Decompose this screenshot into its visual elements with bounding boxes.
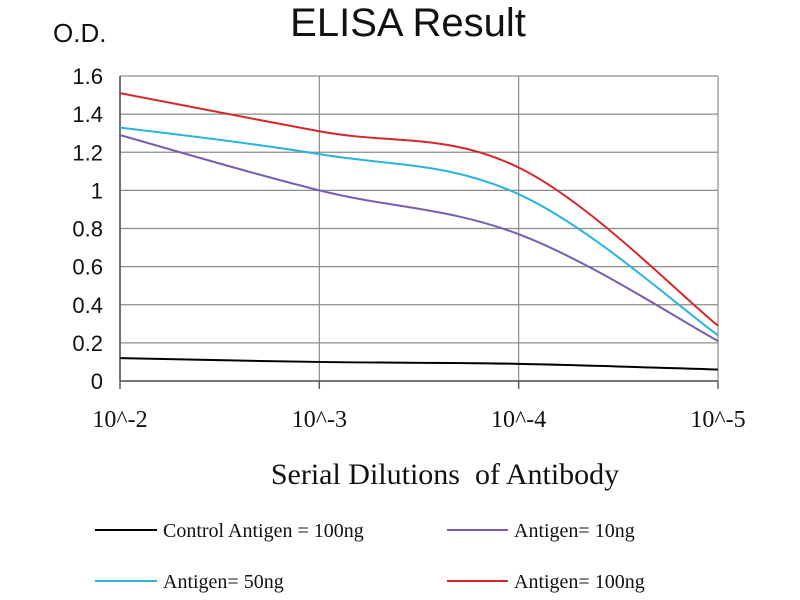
- chart-title: ELISA Result: [290, 1, 526, 45]
- x-tick-label: 10^-4: [491, 407, 546, 433]
- legend: Control Antigen = 100ng Antigen= 10ng Anti…: [95, 520, 645, 593]
- y-tick-label: 0.6: [72, 255, 103, 280]
- y-tick-label: 1.4: [72, 102, 103, 127]
- x-tick-label: 10^-3: [292, 407, 347, 433]
- y-tick-label: 0.4: [72, 293, 103, 318]
- y-tick-label: 0: [91, 369, 103, 394]
- x-tick-label: 10^-5: [690, 407, 745, 433]
- series-lines: [119, 92, 719, 371]
- y-tick-label: 1.6: [72, 64, 103, 89]
- y-tick-label: 1: [91, 178, 103, 203]
- y-tick-label: 0.2: [72, 331, 103, 356]
- series-line-4: [119, 92, 719, 327]
- grid: [119, 75, 719, 382]
- legend-label-1: Control Antigen = 100ng: [163, 520, 364, 542]
- x-axis-label: Serial Dilutions of Antibody: [271, 458, 619, 491]
- y-axis-label: O.D.: [53, 18, 106, 48]
- y-tick-label: 0.8: [72, 217, 103, 242]
- series-line-1: [119, 357, 719, 371]
- tick-labels: 0 0.2 0.4 0.6 0.8 1 1.2 1.4 1.6 10^-2 10^-3 10^-4 10…: [72, 64, 745, 433]
- legend-label-4: Antigen= 100ng: [514, 571, 645, 593]
- axes: [119, 76, 719, 389]
- x-tick-label: 10^-2: [92, 407, 147, 433]
- legend-label-2: Antigen= 10ng: [514, 520, 635, 542]
- series-line-3: [119, 126, 719, 337]
- series-line-2: [119, 134, 719, 342]
- y-tick-label: 1.2: [72, 140, 103, 165]
- legend-label-3: Antigen= 50ng: [163, 571, 284, 593]
